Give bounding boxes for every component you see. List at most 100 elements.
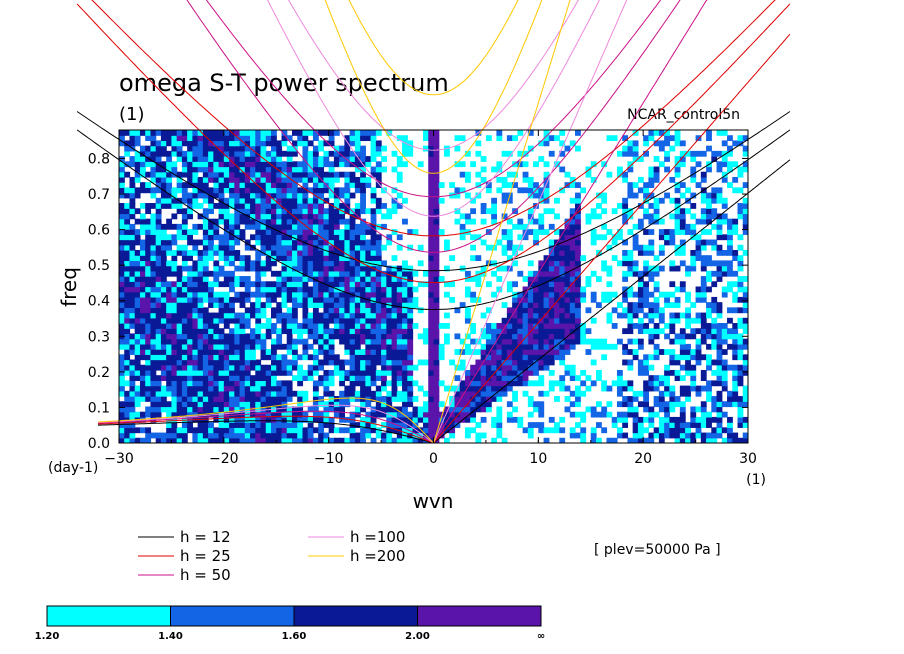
heatmap-cell [595,338,602,345]
heatmap-cell [616,260,623,267]
heatmap-cell [548,286,555,293]
heatmap-cell [155,150,162,157]
heatmap-cell [496,265,503,272]
heatmap-cell [402,260,408,267]
heatmap-cell [653,255,660,262]
heatmap-cell [354,437,361,443]
heatmap-cell [407,359,414,366]
heatmap-cell [187,150,193,157]
heatmap-cell [155,244,162,251]
heatmap-cell [312,182,319,188]
heatmap-cell [375,432,382,439]
colorbar-label: 1.40 [158,631,183,642]
heatmap-cell [344,328,351,335]
heatmap-cell [302,208,309,215]
heatmap-cell [281,213,288,220]
heatmap-cell [501,338,508,345]
heatmap-cell [386,416,393,423]
heatmap-cell [197,281,204,288]
heatmap-cell [333,213,340,220]
heatmap-cell [622,249,629,256]
heatmap-cell [559,354,566,361]
heatmap-cell [637,302,644,308]
heatmap-cell [134,385,141,392]
heatmap-cell [265,354,272,361]
heatmap-cell [454,349,461,355]
heatmap-cell [281,369,288,376]
heatmap-cell [407,333,414,340]
heatmap-cell [475,380,482,387]
heatmap-cell [501,244,508,251]
heatmap-cell [181,161,188,168]
heatmap-cell [506,343,513,350]
heatmap-cell [459,396,466,402]
heatmap-cell [559,140,566,147]
heatmap-cell [564,249,571,256]
heatmap-cell [260,302,267,308]
heatmap-cell [234,176,241,183]
heatmap-cell [606,385,613,392]
heatmap-cell [271,375,277,381]
heatmap-cell [223,244,230,251]
heatmap-cell [711,281,718,288]
heatmap-cell [134,150,141,157]
heatmap-cell [339,265,345,272]
heatmap-cell [475,338,482,345]
heatmap-cell [181,255,188,262]
heatmap-cell [433,208,440,215]
heatmap-cell [302,161,309,168]
heatmap-cell [402,307,408,314]
heatmap-cell [533,281,539,288]
heatmap-cell [218,312,225,319]
heatmap-cell [690,328,697,335]
heatmap-cell [171,249,178,256]
heatmap-cell [449,422,456,428]
heatmap-cell [255,145,262,152]
heatmap-cell [297,328,304,335]
heatmap-cell [669,406,676,413]
heatmap-cell [381,349,387,355]
heatmap-cell [679,281,686,288]
heatmap-cell [554,213,560,220]
heatmap-cell [506,197,513,204]
heatmap-cell [716,234,723,241]
heatmap-cell [653,171,660,178]
heatmap-cell [181,244,188,251]
heatmap-cell [470,385,477,392]
heatmap-cell [711,437,718,443]
heatmap-cell [543,229,550,235]
heatmap-cell [370,213,377,220]
heatmap-cell [202,276,209,282]
heatmap-cell [223,171,230,178]
heatmap-cell [506,317,513,324]
heatmap-cell [328,255,335,262]
heatmap-cell [223,422,230,428]
heatmap-cell [727,244,733,251]
heatmap-cell [318,218,325,225]
heatmap-cell [208,286,214,293]
heatmap-cell [307,197,314,204]
heatmap-cell [391,317,398,324]
heatmap-cell [134,249,141,256]
heatmap-cell [742,229,748,235]
heatmap-cell [648,166,655,173]
heatmap-cell [517,244,524,251]
heatmap-cell [244,192,251,199]
heatmap-cell [506,171,513,178]
heatmap-cell [119,380,125,387]
dispersion-curve [324,0,543,174]
heatmap-cell [197,406,204,413]
heatmap-cell [632,223,639,230]
heatmap-cell [187,203,193,209]
heatmap-cell [580,437,587,443]
heatmap-cell [674,296,681,303]
heatmap-cell [527,218,534,225]
heatmap-cell [155,390,162,397]
heatmap-cell [349,244,356,251]
heatmap-cell [291,349,298,355]
heatmap-cell [250,197,256,204]
heatmap-cell [501,249,508,256]
heatmap-cell [559,317,566,324]
y-tick-label: 0.2 [88,365,110,381]
heatmap-cell [239,369,246,376]
